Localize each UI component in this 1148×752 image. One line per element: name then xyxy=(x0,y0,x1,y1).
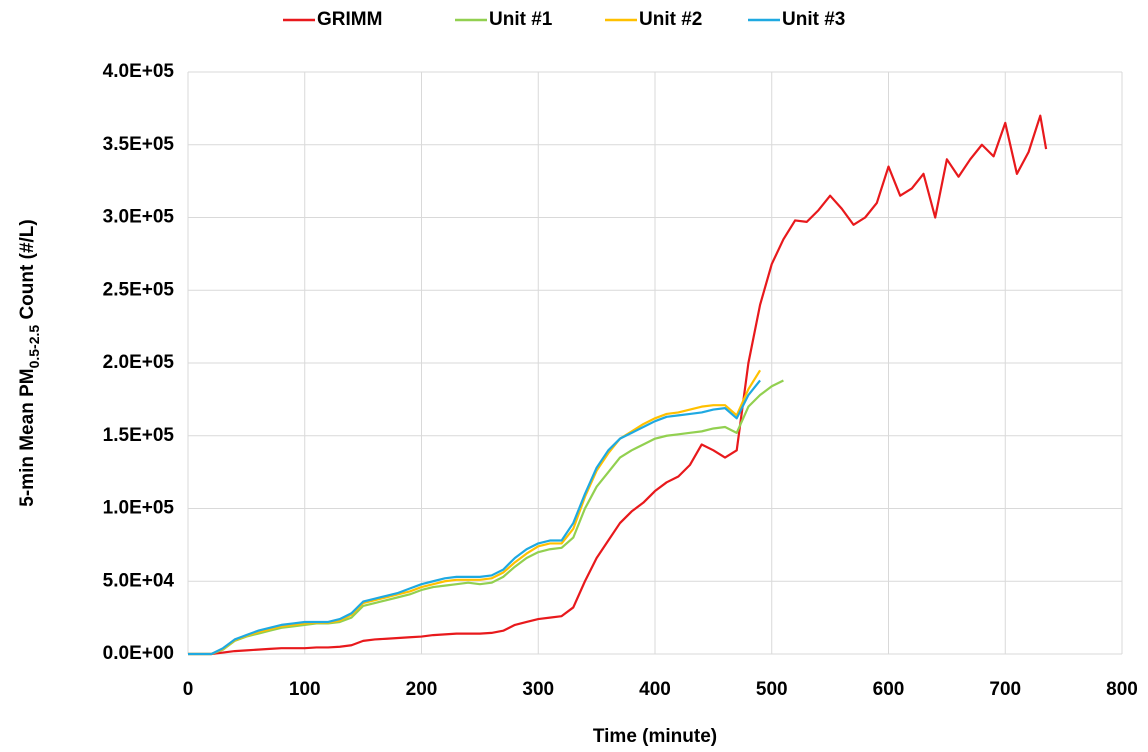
y-axis-label-suffix: Count (#/L) xyxy=(17,219,38,325)
x-tick-label: 400 xyxy=(639,679,671,700)
y-tick-label: 3.5E+05 xyxy=(103,134,175,155)
legend-label: GRIMM xyxy=(317,9,382,30)
legend-label: Unit #2 xyxy=(639,9,702,30)
series-line xyxy=(188,114,1048,656)
y-tick-label: 1.5E+05 xyxy=(103,425,175,446)
y-axis-label: 5-min Mean PM0.5-2.5 Count (#/L) xyxy=(17,219,42,506)
series-line xyxy=(188,369,762,656)
legend-label: Unit #3 xyxy=(782,9,845,30)
y-tick-label: 3.0E+05 xyxy=(103,207,175,228)
x-tick-label: 600 xyxy=(873,679,905,700)
x-tick-label: 100 xyxy=(289,679,321,700)
x-tick-label: 500 xyxy=(756,679,788,700)
y-axis-label-main: 5-min Mean PM xyxy=(17,368,38,506)
x-axis-label: Time (minute) xyxy=(593,726,717,747)
y-tick-label: 2.0E+05 xyxy=(103,352,175,373)
legend-label: Unit #1 xyxy=(489,9,553,30)
series-line xyxy=(188,379,761,656)
y-axis-label-subscript: 0.5-2.5 xyxy=(26,325,42,369)
x-tick-label: 0 xyxy=(183,679,194,700)
y-tick-label: 1.0E+05 xyxy=(103,498,175,519)
y-tick-label: 4.0E+05 xyxy=(103,61,175,82)
x-tick-label: 800 xyxy=(1106,679,1138,700)
x-tick-label: 200 xyxy=(406,679,438,700)
x-tick-label: 300 xyxy=(522,679,554,700)
y-tick-label: 2.5E+05 xyxy=(103,279,175,300)
x-tick-label: 700 xyxy=(989,679,1021,700)
y-tick-label: 5.0E+04 xyxy=(103,570,175,591)
series-line xyxy=(188,379,784,656)
y-tick-label: 0.0E+00 xyxy=(103,643,174,664)
